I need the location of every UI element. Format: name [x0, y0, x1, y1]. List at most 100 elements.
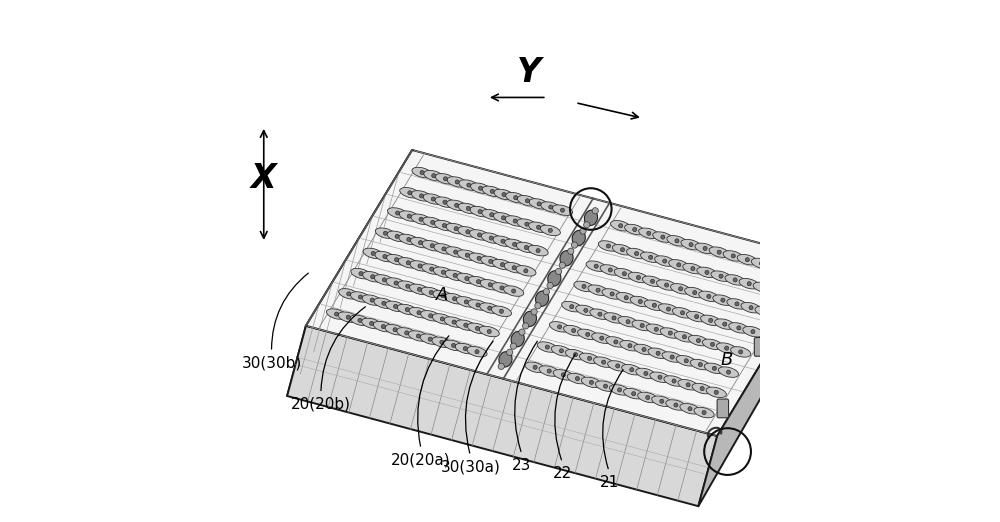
Ellipse shape [458, 227, 478, 237]
Ellipse shape [456, 296, 476, 307]
Ellipse shape [339, 289, 359, 299]
Circle shape [548, 228, 552, 232]
Ellipse shape [338, 312, 358, 323]
Circle shape [559, 262, 565, 268]
Ellipse shape [446, 247, 466, 257]
Ellipse shape [664, 376, 684, 386]
Circle shape [440, 340, 444, 345]
Circle shape [418, 264, 422, 268]
Text: 30(30b): 30(30b) [241, 355, 302, 371]
Circle shape [719, 274, 723, 278]
Ellipse shape [624, 388, 644, 399]
Ellipse shape [455, 343, 475, 354]
Ellipse shape [432, 337, 452, 348]
Circle shape [347, 292, 351, 296]
Circle shape [700, 386, 704, 390]
Circle shape [519, 329, 525, 335]
Circle shape [763, 310, 767, 314]
Ellipse shape [697, 267, 717, 278]
Circle shape [642, 348, 646, 351]
Text: B: B [720, 351, 733, 369]
Ellipse shape [674, 331, 695, 342]
Circle shape [490, 189, 494, 194]
Ellipse shape [678, 379, 698, 390]
Ellipse shape [523, 311, 536, 327]
Circle shape [441, 293, 445, 298]
Circle shape [512, 266, 516, 270]
Ellipse shape [447, 177, 467, 187]
Ellipse shape [590, 309, 610, 319]
Circle shape [626, 319, 630, 324]
Circle shape [475, 326, 480, 330]
Ellipse shape [386, 254, 407, 265]
Circle shape [507, 349, 513, 355]
Ellipse shape [362, 318, 382, 329]
Circle shape [696, 338, 701, 342]
Circle shape [406, 261, 410, 265]
Ellipse shape [350, 315, 370, 326]
Circle shape [660, 399, 664, 404]
Circle shape [608, 268, 612, 272]
Ellipse shape [397, 328, 417, 338]
Circle shape [670, 355, 674, 359]
Ellipse shape [373, 322, 393, 332]
Ellipse shape [731, 347, 751, 357]
Ellipse shape [639, 228, 659, 239]
Circle shape [381, 325, 385, 329]
Circle shape [709, 318, 713, 323]
Ellipse shape [672, 307, 693, 318]
Ellipse shape [699, 291, 719, 302]
Circle shape [370, 298, 374, 302]
Circle shape [628, 343, 632, 348]
Ellipse shape [709, 247, 729, 257]
Circle shape [633, 228, 637, 232]
Circle shape [499, 309, 504, 313]
Ellipse shape [398, 257, 418, 268]
Circle shape [622, 271, 626, 276]
Ellipse shape [671, 283, 691, 294]
Ellipse shape [424, 170, 444, 181]
Ellipse shape [632, 320, 652, 331]
Circle shape [582, 284, 586, 289]
Circle shape [358, 295, 363, 299]
Circle shape [663, 259, 667, 263]
Circle shape [675, 239, 679, 243]
Circle shape [598, 312, 602, 316]
Ellipse shape [636, 368, 656, 379]
Circle shape [761, 286, 765, 290]
Ellipse shape [433, 267, 454, 278]
Ellipse shape [499, 352, 512, 367]
FancyBboxPatch shape [717, 399, 729, 418]
Circle shape [477, 256, 481, 260]
Ellipse shape [608, 361, 628, 371]
Ellipse shape [423, 217, 443, 228]
Circle shape [537, 202, 541, 206]
Circle shape [452, 343, 456, 348]
Circle shape [498, 363, 504, 370]
Ellipse shape [422, 241, 442, 251]
Text: 23: 23 [512, 458, 531, 473]
Ellipse shape [594, 357, 614, 367]
Ellipse shape [443, 340, 464, 351]
Circle shape [463, 347, 467, 351]
Circle shape [393, 328, 397, 332]
Ellipse shape [595, 381, 616, 392]
Circle shape [513, 242, 517, 246]
Circle shape [787, 269, 792, 273]
Circle shape [644, 371, 648, 375]
Circle shape [725, 346, 729, 350]
Circle shape [557, 325, 562, 329]
Ellipse shape [435, 174, 456, 184]
Ellipse shape [562, 301, 582, 312]
Ellipse shape [468, 300, 488, 310]
Ellipse shape [537, 342, 557, 352]
Ellipse shape [602, 289, 622, 299]
Ellipse shape [374, 275, 394, 285]
Ellipse shape [458, 203, 478, 213]
Text: 22: 22 [553, 466, 572, 481]
Circle shape [465, 253, 469, 257]
Ellipse shape [620, 340, 640, 351]
Ellipse shape [650, 372, 670, 383]
Circle shape [543, 289, 549, 295]
Ellipse shape [729, 323, 749, 333]
